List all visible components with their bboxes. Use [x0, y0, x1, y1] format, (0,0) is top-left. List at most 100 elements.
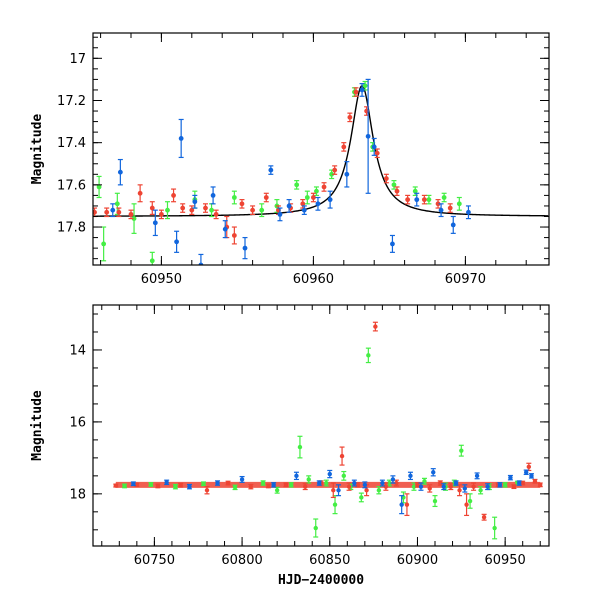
red-data-point — [300, 201, 306, 207]
zoom-light-curve-panel: 60950 60960 60970 17 17.2 17.4 17.6 17.8 Magnitu… — [30, 32, 550, 287]
red-data-point — [427, 486, 432, 491]
blue-data-point — [327, 471, 332, 477]
green-data-point — [432, 498, 438, 504]
green-data-point — [149, 258, 155, 264]
y-tick-label: 17 — [69, 52, 86, 67]
red-data-point — [347, 114, 353, 120]
red-data-point — [526, 464, 532, 470]
blue-data-point — [178, 136, 184, 141]
green-data-point — [297, 444, 303, 450]
red-data-point — [373, 324, 378, 329]
green-data-point — [401, 495, 406, 500]
green-data-point — [313, 525, 318, 531]
green-data-point — [259, 207, 265, 213]
green-data-point — [376, 488, 382, 493]
blue-data-point — [414, 197, 420, 203]
x-tick-label: 60950 — [141, 272, 182, 287]
y-tick-label: 14 — [69, 343, 86, 358]
blue-data-point — [164, 480, 169, 485]
blue-data-point — [450, 222, 456, 228]
red-data-point — [204, 488, 210, 493]
plot-area — [93, 78, 549, 265]
blue-data-point — [344, 171, 350, 177]
red-data-point — [339, 453, 345, 459]
green-data-point — [478, 488, 483, 493]
red-data-point — [128, 211, 134, 217]
red-data-point — [239, 201, 245, 207]
blue-data-point — [117, 169, 123, 175]
green-data-point — [441, 195, 447, 200]
red-data-point — [404, 502, 410, 507]
green-data-point — [332, 502, 338, 507]
green-data-point — [426, 197, 432, 203]
y-axis-title: Magnitude — [30, 390, 45, 461]
y-tick-label: 17.4 — [57, 136, 86, 151]
blue-data-point — [431, 470, 436, 475]
y-tick-label: 16 — [69, 415, 86, 430]
blue-data-point — [371, 144, 377, 150]
y-axis-title: Magnitude — [30, 114, 45, 185]
red-data-point — [341, 144, 347, 150]
blue-data-point — [453, 480, 459, 486]
y-tick-label: 17.2 — [57, 94, 86, 109]
red-data-point — [311, 195, 316, 200]
blue-data-point — [327, 197, 333, 203]
red-data-point — [511, 484, 517, 489]
red-data-point — [435, 201, 441, 207]
x-tick-label: 60960 — [293, 272, 334, 287]
y-tick-label: 17.8 — [57, 221, 86, 236]
green-data-point — [274, 488, 280, 493]
red-data-point — [438, 480, 443, 486]
blue-data-point — [317, 480, 322, 486]
red-data-point — [421, 197, 427, 203]
x-tick-label: 60900 — [397, 553, 438, 568]
green-data-point — [359, 495, 364, 500]
blue-data-point — [508, 475, 513, 480]
red-data-point — [149, 205, 155, 211]
blue-data-point — [524, 470, 529, 475]
green-data-point — [314, 188, 319, 194]
red-data-point — [448, 484, 453, 489]
red-data-point — [137, 190, 143, 196]
plot-frame — [92, 304, 550, 547]
red-data-point — [303, 484, 308, 489]
red-data-point — [213, 211, 219, 217]
x-tick-label: 60950 — [484, 553, 525, 568]
red-data-point — [405, 197, 411, 203]
red-data-point — [231, 233, 237, 238]
blue-data-point — [441, 484, 446, 489]
blue-data-point — [174, 239, 180, 245]
red-data-point — [415, 482, 420, 488]
green-data-point — [294, 182, 300, 188]
red-data-point — [383, 484, 389, 489]
blue-data-point — [152, 220, 158, 226]
red-data-point — [225, 480, 231, 486]
red-data-point — [203, 205, 208, 211]
blue-data-point — [268, 167, 274, 173]
blue-data-point — [365, 133, 371, 139]
model-curve — [93, 84, 549, 217]
blue-data-point — [301, 207, 307, 213]
plot-frame — [92, 32, 550, 266]
blue-data-point — [408, 473, 413, 479]
green-data-point — [306, 477, 311, 482]
red-data-point — [394, 480, 399, 486]
green-data-point — [96, 184, 102, 190]
red-data-point — [93, 209, 97, 215]
red-data-point — [464, 502, 469, 507]
green-data-point — [260, 480, 266, 486]
red-data-point — [180, 205, 186, 211]
red-data-point — [520, 480, 525, 486]
green-data-point — [131, 216, 137, 222]
green-data-point — [329, 171, 335, 177]
green-data-point — [122, 483, 127, 489]
green-data-point — [502, 482, 508, 488]
green-data-point — [362, 83, 368, 89]
red-data-point — [321, 184, 327, 190]
red-data-point — [532, 479, 538, 484]
green-data-point — [422, 479, 427, 484]
red-data-point — [364, 488, 369, 493]
green-data-point — [467, 498, 473, 504]
full-light-curve-panel: 60750 60800 60850 60900 60950 14 16 18 Magnitude… — [30, 304, 550, 588]
green-data-point — [387, 480, 392, 486]
